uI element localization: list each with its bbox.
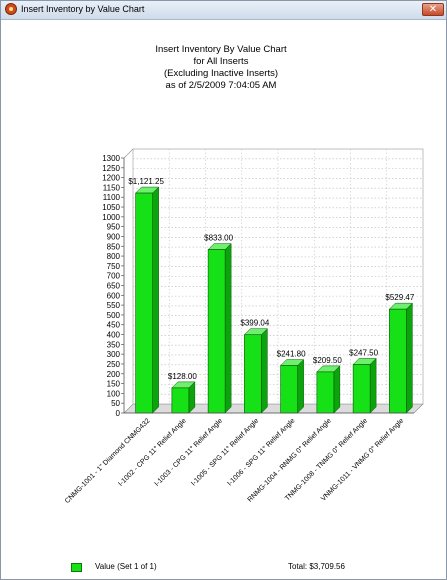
x-tick-label: I-1005 - SPG 11° Relief Angle <box>189 417 260 488</box>
bar-side <box>152 186 159 414</box>
x-tick-label: I-1006 - SPG 11° Relief Angle <box>226 417 297 488</box>
bar <box>244 334 262 414</box>
chart-title-line-3: (Excluding Inactive Inserts) <box>163 68 279 79</box>
y-tick-label: 500 <box>107 311 121 320</box>
window-title: Insert Inventory by Value Chart <box>21 4 145 14</box>
x-tick-label: RNMG-1004 - RNMG 0° Relief Angle <box>246 417 333 504</box>
y-tick-label: 300 <box>107 350 121 359</box>
y-tick-label: 400 <box>107 331 121 340</box>
x-tick-label: VNMG-1011 - VNMG 0° Relief Angle <box>319 417 405 503</box>
chart-title-line-2: for All Inserts <box>193 56 249 67</box>
y-tick-label: 1000 <box>102 213 120 222</box>
y-axis-depth <box>123 148 134 159</box>
title-bar[interactable]: Insert Inventory by Value Chart ✕ <box>1 1 446 20</box>
bar-side <box>369 357 377 414</box>
bar <box>389 308 407 414</box>
bar-side <box>333 365 341 414</box>
bar-side <box>297 358 304 414</box>
legend-swatch <box>71 563 82 572</box>
y-tick-label: 150 <box>107 380 121 389</box>
chart-title-line-1: Insert Inventory By Value Chart <box>155 44 287 55</box>
y-tick-label: 450 <box>107 321 121 330</box>
close-button[interactable]: ✕ <box>422 3 444 16</box>
x-tick-label: I-1003 - CPG 11° Relief Angle <box>153 417 224 488</box>
data-label: $1,121.25 <box>128 177 164 186</box>
y-tick-label: 250 <box>107 360 121 369</box>
y-tick-label: 100 <box>107 389 121 398</box>
chart-floor <box>123 403 424 414</box>
y-tick-label: 700 <box>107 272 121 281</box>
y-tick-label: 1250 <box>102 164 120 173</box>
bar <box>316 371 335 414</box>
bar <box>352 364 371 414</box>
x-tick-label: I-1002 - CPG 11° Relief Angle <box>117 417 188 488</box>
bar-side <box>224 243 232 414</box>
y-tick-label: 950 <box>107 223 121 232</box>
y-tick-label: 350 <box>107 340 121 349</box>
bar <box>171 387 190 414</box>
legend-total: Total: $3,709.56 <box>288 562 345 571</box>
app-icon <box>5 3 17 15</box>
data-label: $529.47 <box>385 293 414 302</box>
y-tick-label: 1100 <box>103 193 121 202</box>
y-tick-label: 900 <box>107 232 121 241</box>
data-label: $241.80 <box>277 350 306 359</box>
data-label: $833.00 <box>204 234 233 243</box>
x-tick-label: TNMG-1008 - TNMG 0° Relief Angle <box>283 417 369 503</box>
bar-side <box>406 302 413 414</box>
bar <box>207 249 226 414</box>
data-label: $128.00 <box>168 372 197 381</box>
data-label: $247.50 <box>349 348 378 357</box>
y-tick-label: 850 <box>107 242 121 251</box>
y-tick-label: 800 <box>107 252 121 261</box>
y-tick-label: 200 <box>107 370 121 379</box>
y-tick-label: 650 <box>107 282 121 291</box>
y-tick-label: 1300 <box>102 154 120 163</box>
y-tick-label: 600 <box>107 291 121 300</box>
chart-title-line-4: as of 2/5/2009 7:04:05 AM <box>165 80 277 91</box>
bar <box>135 192 153 414</box>
y-tick-label: 1200 <box>102 174 120 183</box>
data-label: $209.50 <box>313 356 342 365</box>
y-tick-label: 1150 <box>103 183 121 192</box>
y-tick-label: 550 <box>107 301 121 310</box>
bar-side <box>261 328 268 414</box>
legend-label: Value (Set 1 of 1) <box>95 562 157 571</box>
data-label: $399.04 <box>240 319 269 328</box>
y-tick-label: 50 <box>111 399 120 408</box>
y-tick-label: 750 <box>107 262 121 271</box>
y-tick-label: 0 <box>116 409 121 418</box>
bar <box>280 365 298 414</box>
y-tick-label: 1050 <box>102 203 120 212</box>
